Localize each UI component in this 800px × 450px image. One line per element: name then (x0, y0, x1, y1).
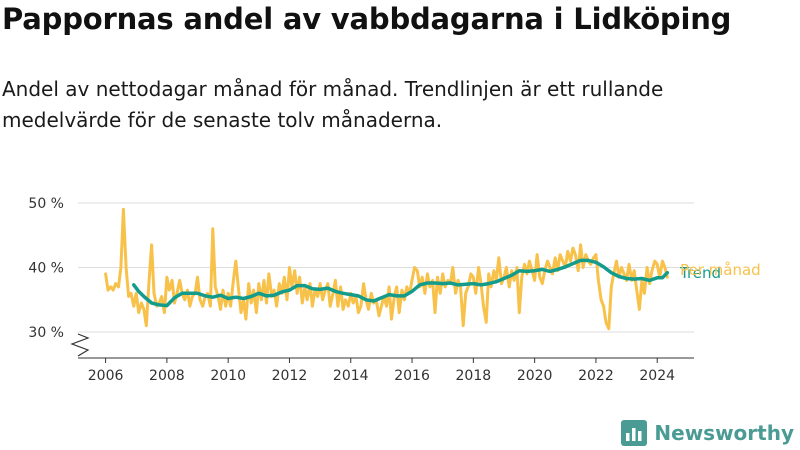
series-lines (104, 207, 670, 331)
x-tick-label: 2008 (149, 368, 185, 384)
x-tick-label: 2014 (333, 368, 369, 384)
x-tick-label: 2024 (639, 368, 675, 384)
x-tick-label: 2020 (517, 368, 553, 384)
x-tick-label: 2010 (210, 368, 246, 384)
chart-title: Pappornas andel av vabbdagarna i Lidköpi… (2, 2, 732, 36)
axes: 30 % 40 % 50 % 2006 2008 2010 2012 2014 2016 2018… (28, 196, 694, 384)
brand: Newsworthy (621, 420, 794, 446)
chart-subtitle: Andel av nettodagar månad för månad. Tre… (2, 77, 664, 132)
x-tick-label: 2022 (578, 368, 614, 384)
x-tick-label: 2018 (456, 368, 492, 384)
y-tick-label: 30 % (28, 325, 64, 341)
x-tick-label: 2012 (272, 368, 308, 384)
brand-name: Newsworthy (654, 421, 794, 445)
x-tick-label: 2006 (88, 368, 124, 384)
newsworthy-logo-icon (621, 420, 648, 446)
x-tick-label: 2016 (394, 368, 430, 384)
axis-break-icon (70, 333, 90, 357)
gridlines (78, 202, 694, 333)
series-line-per-manad (104, 207, 669, 331)
series-label-trend: Trend (679, 264, 721, 282)
y-tick-label: 50 % (28, 196, 64, 212)
y-tick-label: 40 % (28, 261, 64, 277)
series-line-trend (132, 258, 670, 308)
series-label-per-manad: Per månad (680, 261, 761, 279)
